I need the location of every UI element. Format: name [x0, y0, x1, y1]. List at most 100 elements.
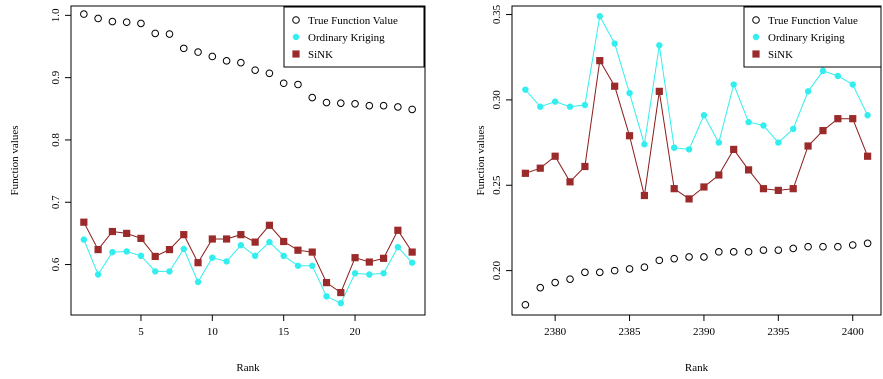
legend: True Function Value Ordinary Kriging SiNK	[743, 6, 882, 68]
data-point	[566, 178, 574, 186]
x-tick-label: 15	[278, 326, 290, 338]
data-point	[237, 242, 245, 249]
data-point	[745, 118, 752, 126]
data-point	[109, 248, 116, 256]
y-tick-label: 0.35	[491, 4, 503, 24]
data-point	[595, 268, 604, 277]
data-point	[365, 258, 373, 266]
data-point	[94, 271, 102, 278]
data-point	[151, 29, 160, 38]
data-point	[730, 145, 738, 154]
data-point	[122, 18, 131, 26]
y-tick-label: 0.25	[491, 175, 503, 195]
series-line	[525, 59, 869, 200]
data-point	[394, 226, 402, 234]
left-panel: 5 10 15 20 0.6 0.7 0.8 0.9 1.0 Rank Function value…	[9, 5, 426, 374]
y-tick-label: 0.8	[50, 133, 62, 147]
data-point	[596, 13, 603, 20]
data-point	[137, 19, 145, 28]
data-point	[351, 100, 359, 108]
data-point	[237, 231, 245, 239]
data-point	[834, 242, 842, 251]
legend-label: Ordinary Kriging	[308, 32, 385, 44]
data-point	[700, 183, 708, 191]
data-point	[94, 245, 102, 254]
series-line	[83, 239, 413, 304]
data-point	[774, 186, 782, 194]
data-point	[804, 142, 812, 150]
data-point	[408, 259, 416, 266]
data-point	[611, 40, 618, 47]
data-point	[209, 254, 216, 261]
data-point	[323, 293, 330, 300]
legend-marker	[292, 33, 300, 41]
data-point	[551, 278, 559, 287]
data-point	[641, 141, 648, 148]
data-point	[222, 57, 231, 65]
data-point	[137, 252, 145, 260]
data-point	[108, 17, 117, 26]
data-point	[351, 254, 359, 262]
data-point	[294, 262, 302, 269]
x-tick-label: 10	[207, 326, 219, 338]
data-point	[551, 98, 559, 105]
data-point	[804, 242, 812, 251]
data-point	[380, 254, 388, 262]
data-point	[744, 166, 753, 174]
data-point	[625, 265, 634, 273]
data-point	[789, 244, 798, 253]
x-tick-label: 2395	[767, 326, 790, 338]
x-tick-label: 20	[350, 326, 362, 338]
data-point	[152, 268, 159, 275]
legend-box	[743, 6, 882, 68]
data-point	[611, 82, 619, 90]
data-point	[655, 87, 663, 95]
legend-marker	[292, 16, 300, 24]
x-tick-label: 2400	[842, 326, 865, 338]
data-point	[715, 139, 723, 146]
x-tick-label: 2385	[619, 326, 642, 338]
data-point	[522, 86, 529, 93]
x-axis-title: Rank	[236, 362, 260, 374]
data-point	[80, 218, 88, 226]
data-point	[849, 115, 857, 123]
data-point	[685, 146, 693, 153]
data-point	[759, 246, 768, 254]
data-point	[626, 89, 633, 97]
data-point	[280, 237, 288, 246]
data-point	[700, 253, 708, 261]
plot-frame	[511, 5, 882, 316]
data-point	[759, 185, 768, 193]
data-point	[775, 139, 782, 146]
series-ordinary-kriging	[80, 236, 416, 307]
data-point	[849, 81, 856, 88]
series-sink	[521, 57, 872, 203]
data-point	[123, 229, 131, 237]
data-point	[863, 239, 872, 248]
series-ordinary-kriging	[522, 13, 871, 153]
data-point	[166, 268, 173, 275]
data-point	[610, 266, 619, 275]
data-point	[670, 144, 678, 151]
data-point	[656, 42, 663, 49]
data-point	[774, 246, 783, 254]
data-point	[834, 115, 842, 123]
data-point	[108, 227, 116, 236]
data-point	[308, 248, 316, 256]
legend-marker	[292, 50, 300, 58]
data-point	[864, 152, 872, 160]
legend-label: True Function Value	[308, 15, 398, 27]
data-point	[194, 278, 202, 286]
data-point	[94, 14, 102, 23]
data-point	[123, 248, 130, 255]
data-point	[819, 127, 827, 135]
y-tick-label: 0.6	[50, 257, 62, 271]
data-point	[537, 103, 544, 110]
y-axis-title: Function values	[9, 126, 21, 196]
series-true-function-value	[521, 239, 872, 309]
plot-frame	[70, 5, 426, 316]
x-tick-label: 5	[138, 326, 144, 338]
data-point	[819, 242, 827, 251]
data-point	[521, 300, 530, 309]
data-point	[715, 171, 723, 179]
